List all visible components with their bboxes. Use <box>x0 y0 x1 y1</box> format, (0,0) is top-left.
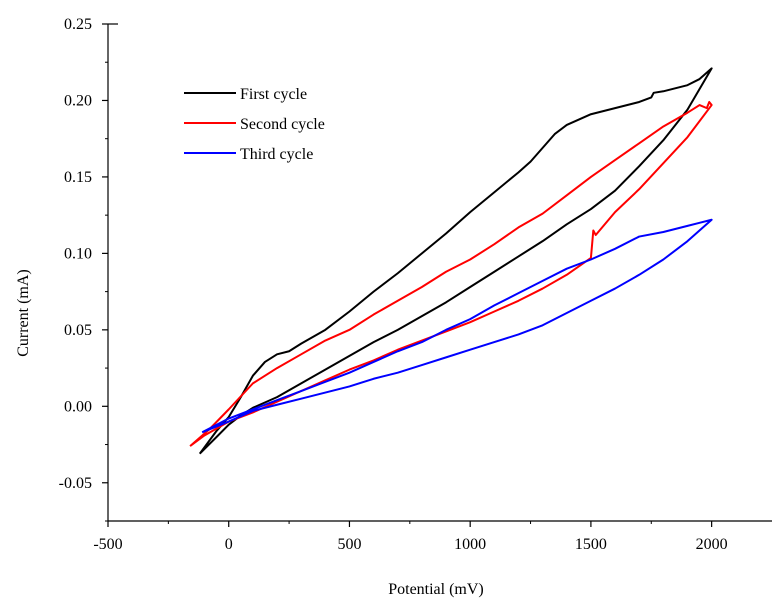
x-tick-label: 0 <box>225 536 233 553</box>
y-tick-label: -0.05 <box>59 475 92 492</box>
x-tick-label: 1500 <box>575 536 607 553</box>
legend: First cycle Second cycle Third cycle <box>184 86 325 163</box>
x-tick-label: -500 <box>93 536 122 553</box>
y-axis-title: Current (mA) <box>15 269 32 357</box>
y-tick-label: 0.00 <box>64 398 92 415</box>
tick-marks <box>102 24 712 527</box>
y-tick-label: 0.20 <box>64 92 92 109</box>
x-axis-title: Potential (mV) <box>388 581 484 598</box>
legend-label-2: Second cycle <box>240 116 325 133</box>
y-tick-label: 0.25 <box>64 16 92 33</box>
y-tick-label: 0.05 <box>64 322 92 339</box>
legend-label-3: Third cycle <box>240 146 313 163</box>
tick-labels: -500 0 500 1000 1500 2000 -0.05 0.00 0.05 0.10 0.1… <box>59 16 728 553</box>
x-tick-label: 1000 <box>454 536 486 553</box>
y-tick-label: 0.10 <box>64 245 92 262</box>
y-tick-label: 0.15 <box>64 169 92 186</box>
legend-label-1: First cycle <box>240 86 307 103</box>
series-line-3 <box>202 220 711 433</box>
x-tick-label: 500 <box>337 536 361 553</box>
x-tick-label: 2000 <box>696 536 728 553</box>
